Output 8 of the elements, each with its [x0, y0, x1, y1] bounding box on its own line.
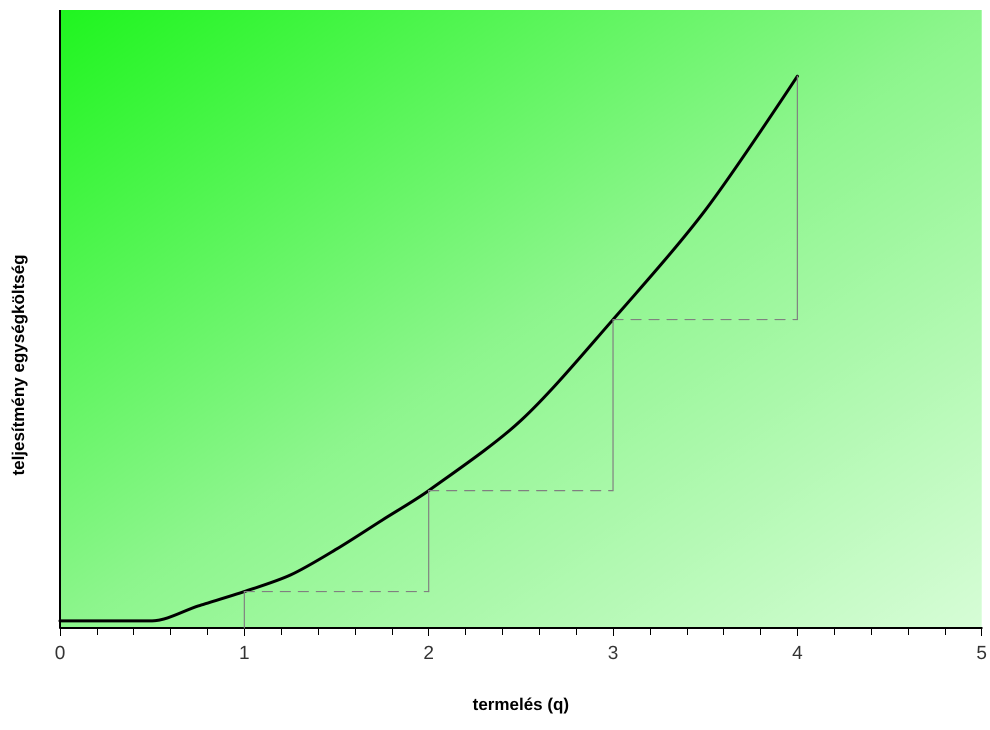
x-tick-label: 1: [239, 643, 250, 664]
x-tick-label: 5: [976, 643, 988, 664]
x-tick-label: 3: [608, 643, 618, 664]
x-tick-label: 0: [54, 643, 66, 664]
y-axis-title: teljesítmény egységköltség: [9, 254, 28, 476]
x-tick-label: 2: [423, 643, 434, 664]
x-tick-label: 4: [792, 643, 804, 664]
x-axis-title: termelés (q): [472, 695, 570, 714]
